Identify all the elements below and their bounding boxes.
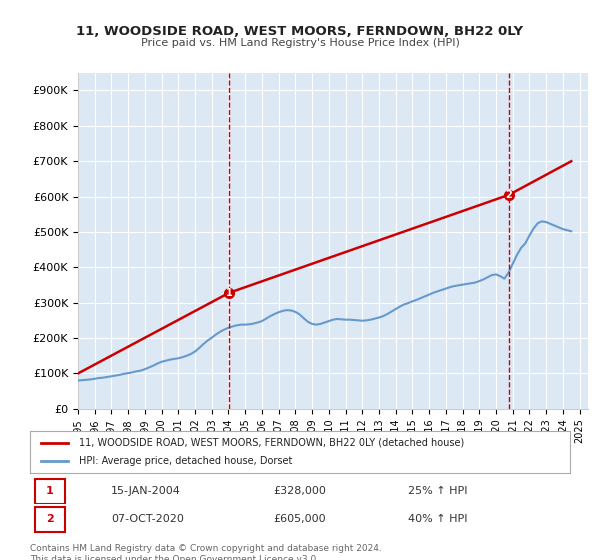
Text: 1: 1 (226, 288, 233, 298)
Text: 15-JAN-2004: 15-JAN-2004 (111, 487, 181, 496)
FancyBboxPatch shape (35, 479, 65, 504)
FancyBboxPatch shape (35, 507, 65, 532)
Text: Contains HM Land Registry data © Crown copyright and database right 2024.
This d: Contains HM Land Registry data © Crown c… (30, 544, 382, 560)
Text: £605,000: £605,000 (273, 515, 326, 524)
Text: 40% ↑ HPI: 40% ↑ HPI (408, 515, 467, 524)
Text: HPI: Average price, detached house, Dorset: HPI: Average price, detached house, Dors… (79, 456, 292, 465)
Text: 2: 2 (506, 190, 512, 200)
Text: 07-OCT-2020: 07-OCT-2020 (111, 515, 184, 524)
Text: 2: 2 (46, 515, 54, 524)
Text: 25% ↑ HPI: 25% ↑ HPI (408, 487, 467, 496)
Text: 11, WOODSIDE ROAD, WEST MOORS, FERNDOWN, BH22 0LY (detached house): 11, WOODSIDE ROAD, WEST MOORS, FERNDOWN,… (79, 438, 464, 448)
Text: Price paid vs. HM Land Registry's House Price Index (HPI): Price paid vs. HM Land Registry's House … (140, 38, 460, 48)
Text: 1: 1 (46, 487, 54, 496)
Text: 11, WOODSIDE ROAD, WEST MOORS, FERNDOWN, BH22 0LY: 11, WOODSIDE ROAD, WEST MOORS, FERNDOWN,… (76, 25, 524, 38)
Text: £328,000: £328,000 (273, 487, 326, 496)
